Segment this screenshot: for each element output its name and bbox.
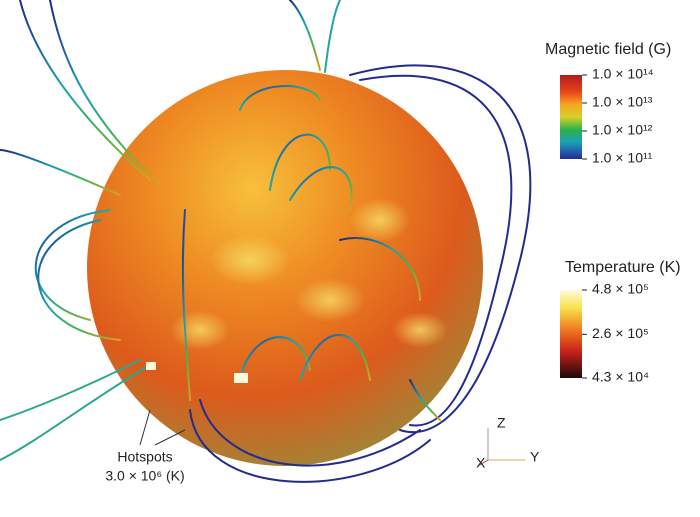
arrow xyxy=(139,409,151,446)
star xyxy=(87,70,483,466)
temperature-colorbar xyxy=(560,290,582,378)
annotation: Hotspots 3.0 × 10⁶ (K) xyxy=(105,409,186,484)
magnetic-colorbar xyxy=(560,75,582,159)
axes-triad: Z Y X xyxy=(476,415,540,471)
hotspots xyxy=(146,362,248,383)
arrow xyxy=(154,429,186,446)
colorbar-tick-label: 1.0 × 10¹² xyxy=(592,122,653,138)
colorbar-tick-label: 1.0 × 10¹¹ xyxy=(592,150,653,166)
colorbar-tick-label: 1.0 × 10¹⁴ xyxy=(592,66,654,82)
axis-x: X xyxy=(476,455,486,471)
colorbar-tick-label: 2.6 × 10⁵ xyxy=(592,325,649,341)
colorbar-tick-label: 4.8 × 10⁵ xyxy=(592,281,649,297)
axis-y: Y xyxy=(530,449,540,465)
magnetic-title: Magnetic field (G) xyxy=(545,41,671,58)
temperature-title: Temperature (K) xyxy=(565,259,681,276)
annotation-label: Hotspots xyxy=(117,449,172,465)
colorbar-tick-label: 1.0 × 10¹³ xyxy=(592,94,653,110)
annotation-value: 3.0 × 10⁶ (K) xyxy=(105,468,184,484)
colorbar-tick-label: 4.3 × 10⁴ xyxy=(592,369,649,385)
axis-z: Z xyxy=(497,415,506,431)
field-lines xyxy=(0,0,532,483)
